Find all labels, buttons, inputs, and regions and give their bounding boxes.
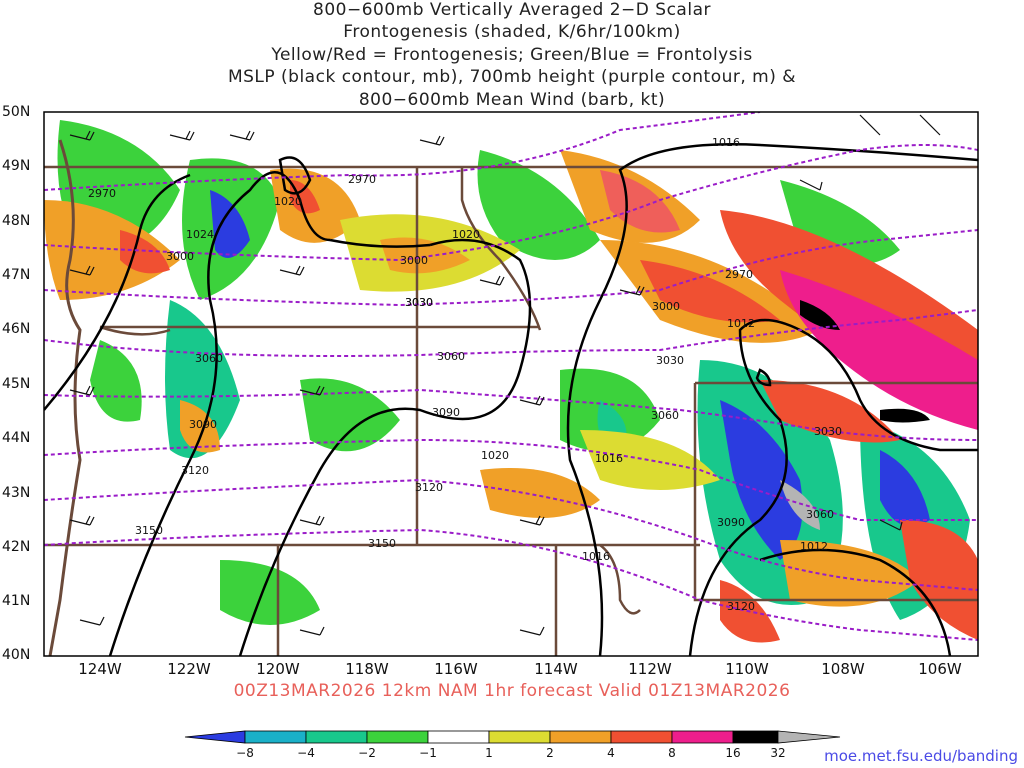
mslp-label: 1024 xyxy=(186,228,214,241)
lon-label: 116W xyxy=(434,660,478,678)
map-frame xyxy=(43,111,979,657)
colorbar-seg xyxy=(488,730,551,744)
lat-label: 45N xyxy=(2,376,31,392)
credit-link[interactable]: moe.met.fsu.edu/banding xyxy=(824,747,1018,765)
height-label: 3150 xyxy=(135,524,163,537)
lon-label: 118W xyxy=(345,660,389,678)
mslp-label: 1020 xyxy=(452,228,480,241)
lat-label: 42N xyxy=(2,539,31,555)
height-label: 2970 xyxy=(725,268,753,281)
lon-label: 106W xyxy=(918,660,962,678)
map-title-line-4: MSLP (black contour, mb), 700mb height (… xyxy=(227,67,797,87)
state-borders xyxy=(44,139,978,656)
colorbar-label: 2 xyxy=(546,746,554,760)
colorbar-label: −1 xyxy=(419,746,437,760)
colorbar-label: 8 xyxy=(668,746,676,760)
lon-label: 108W xyxy=(821,660,865,678)
mslp-label: 1012 xyxy=(727,317,755,330)
lat-label: 50N xyxy=(2,104,31,120)
map-title-line-1: 800−600mb Vertically Averaged 2−D Scalar xyxy=(313,0,711,20)
colorbar-seg xyxy=(671,730,734,744)
lat-label: 44N xyxy=(2,430,31,446)
lat-label: 47N xyxy=(2,267,31,283)
colorbar-right-arrow xyxy=(777,730,841,744)
lon-label: 114W xyxy=(534,660,578,678)
colorbar-left-arrow xyxy=(184,730,246,744)
colorbar-label: 16 xyxy=(725,746,741,760)
mslp-label: 1016 xyxy=(582,550,610,563)
colorbar xyxy=(184,730,841,744)
height-contours xyxy=(44,112,978,641)
height-label: 3030 xyxy=(405,296,433,309)
wind-barbs xyxy=(69,114,941,636)
colorbar-seg xyxy=(366,730,429,744)
height-label: 3090 xyxy=(717,516,745,529)
colorbar-label: −8 xyxy=(236,746,254,760)
height-label: 3060 xyxy=(437,350,465,363)
lon-label: 122W xyxy=(167,660,211,678)
height-label: 3030 xyxy=(814,425,842,438)
map-title-line-3: Yellow/Red = Frontogenesis; Green/Blue =… xyxy=(271,45,753,65)
colorbar-label: 1 xyxy=(485,746,493,760)
map-title-line-5: 800−600mb Mean Wind (barb, kt) xyxy=(358,90,666,110)
colorbar-seg xyxy=(732,730,779,744)
valid-time-line: 00Z13MAR2026 12km NAM 1hr forecast Valid… xyxy=(233,681,791,701)
mslp-label: 1012 xyxy=(800,540,828,553)
mslp-label: 1020 xyxy=(481,449,509,462)
lat-label: 48N xyxy=(2,213,31,229)
lat-label: 41N xyxy=(2,593,31,609)
colorbar-seg xyxy=(549,730,612,744)
map-title-line-2: Frontogenesis (shaded, K/6hr/100km) xyxy=(343,22,681,42)
height-label: 3060 xyxy=(195,352,223,365)
colorbar-seg xyxy=(610,730,673,744)
height-label: 3090 xyxy=(432,406,460,419)
height-label: 3060 xyxy=(651,409,679,422)
mslp-label: 1016 xyxy=(712,136,740,149)
lat-label: 49N xyxy=(2,158,31,174)
lon-label: 110W xyxy=(725,660,769,678)
colorbar-label: −2 xyxy=(358,746,376,760)
colorbar-label: 4 xyxy=(607,746,615,760)
colorbar-label: 32 xyxy=(770,746,786,760)
height-label: 3060 xyxy=(806,508,834,521)
mslp-label: 1016 xyxy=(595,452,623,465)
lon-label: 112W xyxy=(628,660,672,678)
lon-label: 124W xyxy=(78,660,122,678)
height-label: 2970 xyxy=(88,187,116,200)
colorbar-seg xyxy=(427,730,490,744)
colorbar-seg xyxy=(244,730,307,744)
contour-labels: 1016 1020 1024 1020 1020 1016 1012 1016 … xyxy=(88,136,842,613)
height-label: 3120 xyxy=(727,600,755,613)
lat-label: 40N xyxy=(2,647,31,663)
height-label: 3120 xyxy=(181,464,209,477)
mslp-label: 1020 xyxy=(274,195,302,208)
colorbar-seg xyxy=(305,730,368,744)
height-label: 3090 xyxy=(189,418,217,431)
height-label: 3000 xyxy=(652,300,680,313)
height-label: 2970 xyxy=(348,173,376,186)
lat-label: 46N xyxy=(2,321,31,337)
height-label: 3000 xyxy=(400,254,428,267)
colorbar-label: −4 xyxy=(297,746,315,760)
mslp-contours xyxy=(44,143,978,656)
height-label: 3030 xyxy=(656,354,684,367)
height-label: 3150 xyxy=(368,537,396,550)
height-label: 3120 xyxy=(415,481,443,494)
shading-layer xyxy=(44,112,978,656)
lat-label: 43N xyxy=(2,485,31,501)
lon-label: 120W xyxy=(256,660,300,678)
height-label: 3000 xyxy=(166,250,194,263)
height-label: 3030 xyxy=(405,296,433,309)
